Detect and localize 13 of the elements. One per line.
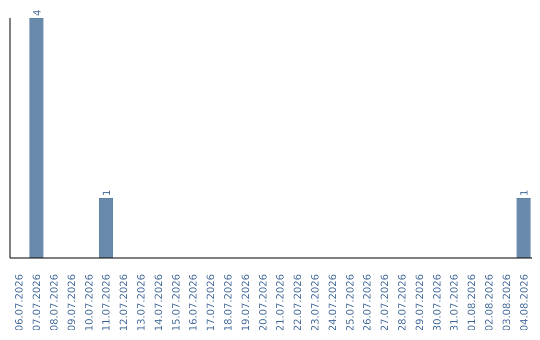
x-tick-label: 17.07.2026 xyxy=(206,274,218,332)
data-label: 1 xyxy=(102,190,113,196)
data-label: 4 xyxy=(32,10,44,16)
x-tick-label: 15.07.2026 xyxy=(171,274,182,332)
x-tick-label: 11.07.2026 xyxy=(102,274,113,332)
x-tick-label: 13.07.2026 xyxy=(136,274,148,332)
x-tick-label: 14.07.2026 xyxy=(154,274,165,332)
x-tick-label: 18.07.2026 xyxy=(224,274,234,332)
x-tick-label: 19.07.2026 xyxy=(240,274,252,332)
x-tick-label: 16.07.2026 xyxy=(188,274,200,332)
x-tick-label: 12.07.2026 xyxy=(119,274,130,332)
data-label: 1 xyxy=(520,190,531,196)
x-tick-label: 10.07.2026 xyxy=(84,274,96,332)
